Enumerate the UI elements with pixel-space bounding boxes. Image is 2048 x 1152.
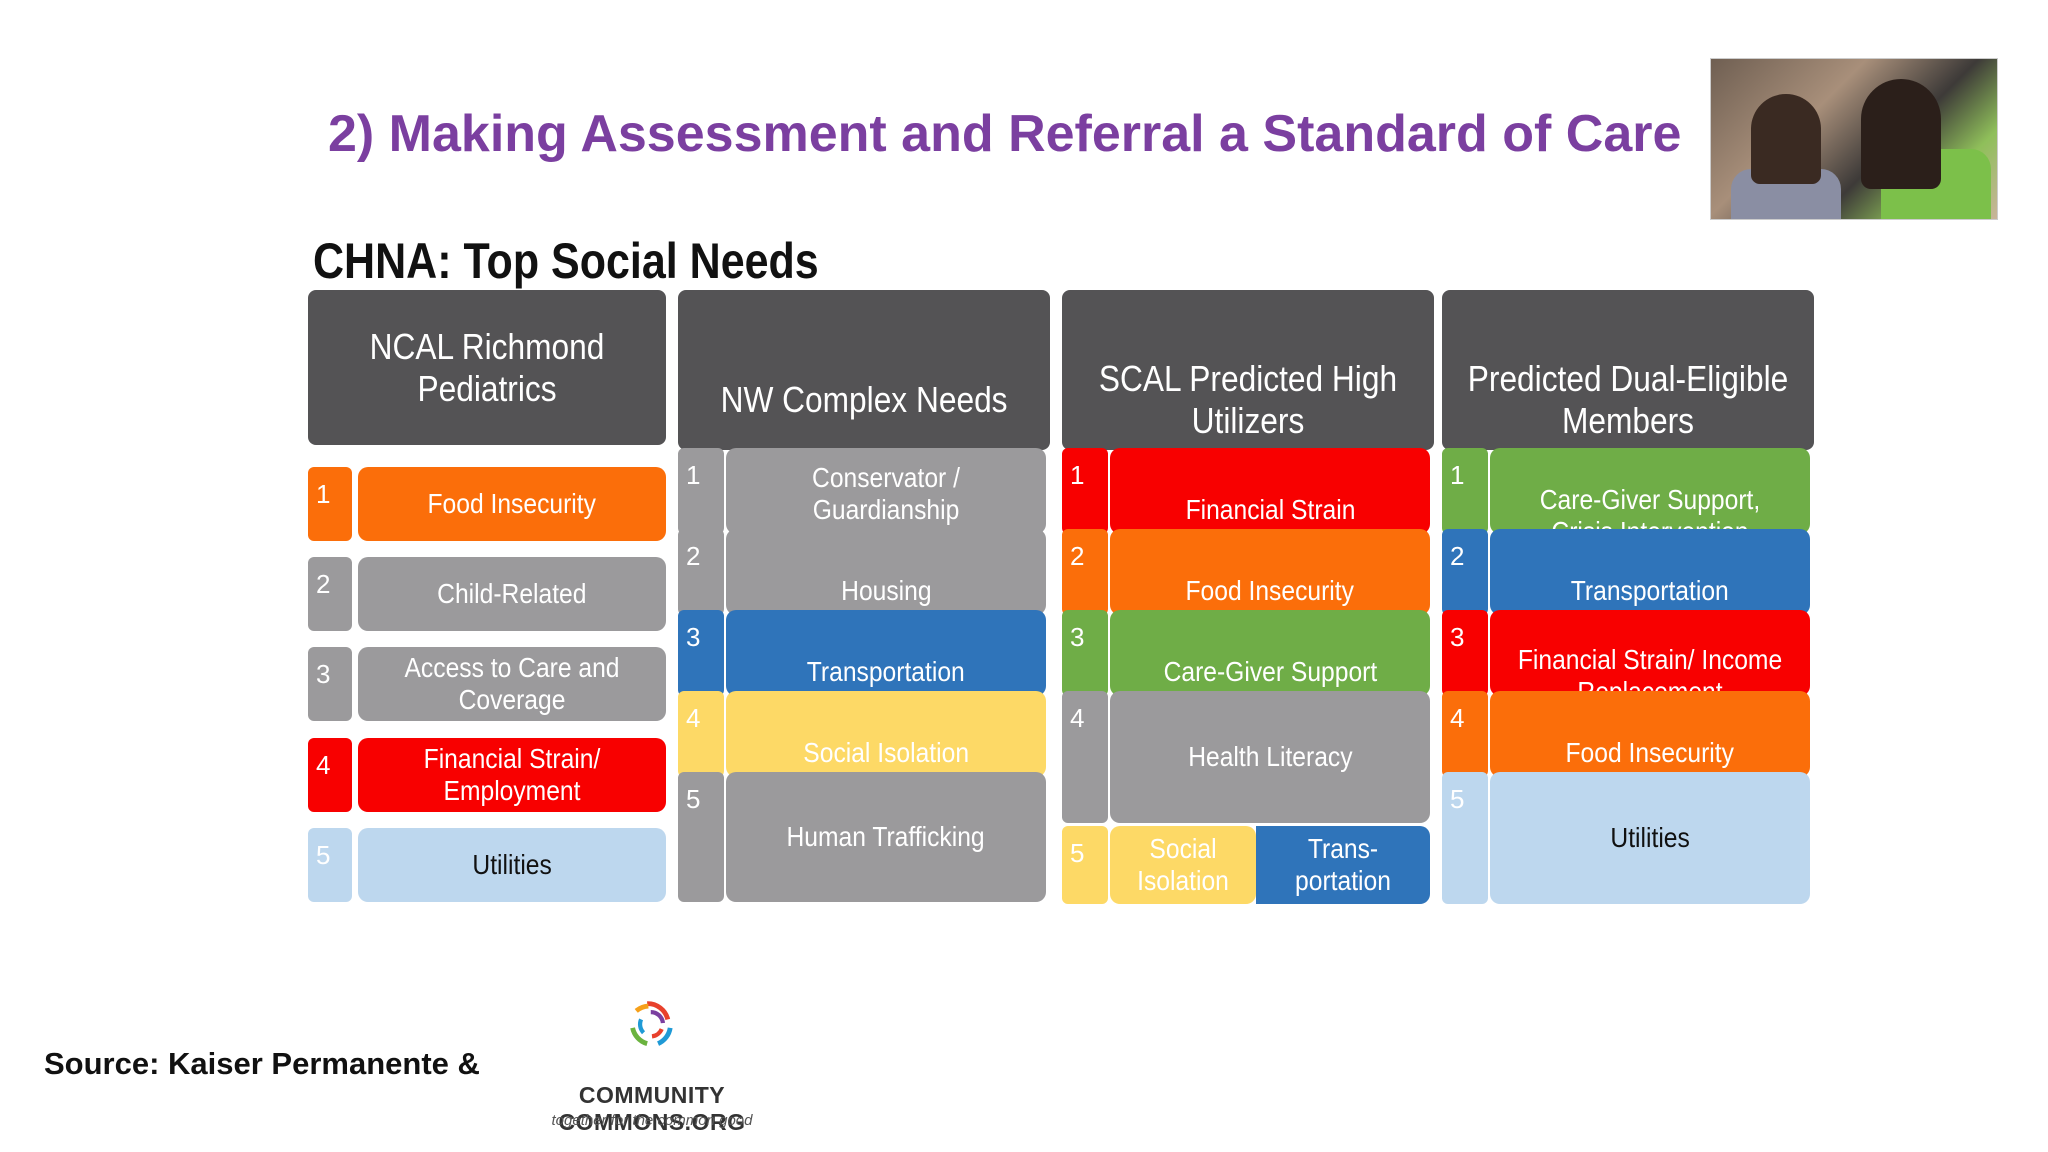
need-item: Access to Care and Coverage [358, 647, 666, 721]
need-item: Food Insecurity [1490, 691, 1810, 777]
need-item: Financial Strain/ Income Replacement [1490, 610, 1810, 696]
rank-number: 5 [1062, 826, 1108, 904]
logo-tagline: together for the common good [551, 1112, 753, 1129]
need-item: Food Insecurity [1110, 529, 1430, 615]
need-item: Conservator / Guardianship [726, 448, 1046, 534]
community-commons-logo-icon [630, 1001, 673, 1046]
rank-number: 2 [1062, 529, 1108, 615]
people-photo [1710, 58, 1998, 220]
rank-number: 3 [1442, 610, 1488, 696]
need-item: Financial Strain/ Employment [358, 738, 666, 812]
rank-number: 1 [1442, 448, 1488, 534]
need-item: Food Insecurity [358, 467, 666, 541]
need-item: Human Trafficking [726, 772, 1046, 902]
need-item: Child-Related [358, 557, 666, 631]
slide-title: 2) Making Assessment and Referral a Stan… [328, 105, 1682, 163]
rank-number: 5 [1442, 772, 1488, 904]
need-item: Transportation [726, 610, 1046, 696]
rank-number: 5 [678, 772, 724, 902]
rank-number: 1 [678, 448, 724, 534]
need-item: Trans-portation [1256, 826, 1430, 904]
need-item: Care-Giver Support, Crisis Intervention [1490, 448, 1810, 534]
rank-number: 1 [308, 467, 352, 541]
need-item: Financial Strain [1110, 448, 1430, 534]
rank-number: 3 [678, 610, 724, 696]
rank-number: 4 [1062, 691, 1108, 823]
rank-number: 2 [1442, 529, 1488, 615]
need-item: Social Isolation [726, 691, 1046, 777]
rank-number: 3 [1062, 610, 1108, 696]
need-item: Utilities [1490, 772, 1810, 904]
rank-number: 4 [1442, 691, 1488, 777]
rank-number: 3 [308, 647, 352, 721]
column-header: Predicted Dual-Eligible Members [1442, 290, 1814, 450]
column-header: NW Complex Needs [678, 290, 1050, 450]
person-head [1751, 94, 1821, 184]
person-head [1861, 79, 1941, 189]
need-item: Health Literacy [1110, 691, 1430, 823]
need-item: Housing [726, 529, 1046, 615]
rank-number: 5 [308, 828, 352, 902]
rank-number: 4 [678, 691, 724, 777]
chna-title: CHNA: Top Social Needs [313, 233, 819, 289]
need-item: Care-Giver Support [1110, 610, 1430, 696]
rank-number: 4 [308, 738, 352, 812]
logo-text: COMMUNITY COMMONS.ORG [558, 1082, 746, 1135]
column-header: NCAL Richmond Pediatrics [308, 290, 666, 445]
rank-number: 2 [308, 557, 352, 631]
source-text: Source: Kaiser Permanente & [44, 1046, 480, 1081]
rank-number: 2 [678, 529, 724, 615]
column-header: SCAL Predicted High Utilizers [1062, 290, 1434, 450]
need-item: Utilities [358, 828, 666, 902]
need-item: Transportation [1490, 529, 1810, 615]
rank-number: 1 [1062, 448, 1108, 534]
need-item: Social Isolation [1110, 826, 1256, 904]
